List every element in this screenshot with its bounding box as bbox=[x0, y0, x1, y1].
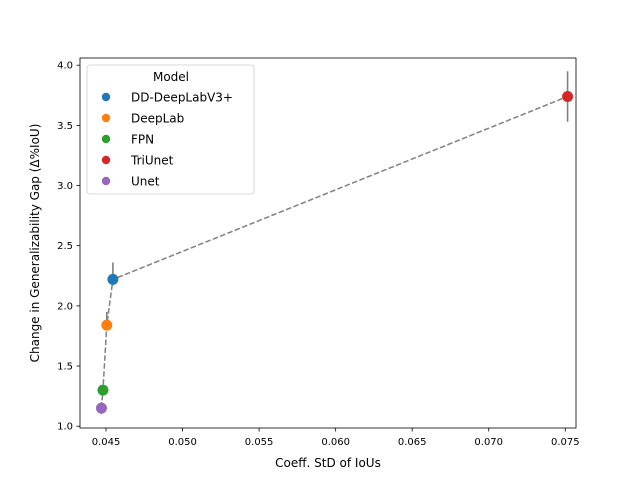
legend-label: DeepLab bbox=[131, 112, 184, 126]
y-tick-label: 2.0 bbox=[57, 301, 73, 312]
legend-marker bbox=[101, 155, 111, 165]
data-point bbox=[107, 273, 119, 285]
legend-items: DD-DeepLabV3+ DeepLab FPN TriUnet Unet bbox=[101, 91, 233, 189]
legend-box bbox=[86, 64, 255, 195]
data-point bbox=[95, 402, 107, 414]
legend-marker bbox=[101, 134, 111, 144]
legend-title: Model bbox=[153, 70, 189, 84]
y-tick-label: 3.0 bbox=[57, 181, 73, 192]
y-tick-label: 4.0 bbox=[57, 61, 73, 72]
data-points bbox=[95, 91, 574, 414]
data-point bbox=[101, 319, 113, 331]
y-tick-label: 1.0 bbox=[57, 422, 73, 433]
legend-label: FPN bbox=[131, 133, 154, 147]
plot-frame bbox=[79, 57, 577, 429]
x-tick-label: 0.050 bbox=[168, 437, 197, 448]
y-tick-label: 1.5 bbox=[57, 362, 73, 373]
x-tick-label: 0.070 bbox=[474, 437, 503, 448]
legend-label: TriUnet bbox=[130, 154, 174, 168]
data-point bbox=[562, 91, 574, 103]
y-tick-label: 3.5 bbox=[57, 121, 73, 132]
y-tick-label: 2.5 bbox=[57, 241, 73, 252]
x-axis-ticks: 0.045 0.050 0.055 0.060 0.065 0.070 0.075 bbox=[92, 428, 580, 448]
x-tick-label: 0.045 bbox=[92, 437, 121, 448]
y-axis-label: Change in Generalizability Gap (Δ%IoU) bbox=[28, 124, 42, 363]
y-axis-ticks: 1.0 1.5 2.0 2.5 3.0 3.5 4.0 bbox=[57, 61, 80, 433]
x-tick-label: 0.055 bbox=[245, 437, 274, 448]
legend-marker bbox=[101, 176, 111, 186]
x-axis-label: Coeff. StD of IoUs bbox=[275, 456, 381, 470]
x-tick-label: 0.060 bbox=[321, 437, 350, 448]
legend-marker bbox=[101, 113, 111, 123]
legend: Model DD-DeepLabV3+ DeepLab FPN TriUnet Unet bbox=[86, 64, 255, 195]
data-point bbox=[97, 384, 109, 396]
legend-label: Unet bbox=[131, 175, 160, 189]
legend-marker bbox=[101, 92, 111, 102]
legend-label: DD-DeepLabV3+ bbox=[131, 91, 233, 105]
x-tick-label: 0.075 bbox=[551, 437, 580, 448]
x-tick-label: 0.065 bbox=[398, 437, 427, 448]
